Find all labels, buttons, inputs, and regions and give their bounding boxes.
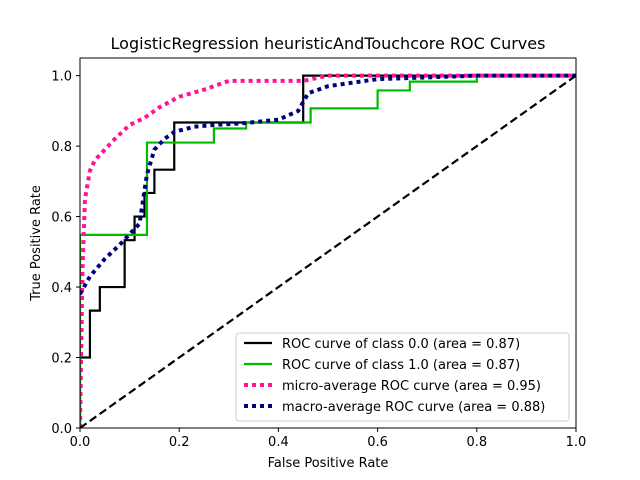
series-line-micro-average-roc-curve <box>80 73 576 428</box>
x-tick-label: 0.8 <box>466 435 487 450</box>
x-tick-label: 0.2 <box>169 435 190 450</box>
y-tick-label: 0.8 <box>51 140 72 155</box>
plot-lines <box>80 73 576 428</box>
chart-title: LogisticRegression heuristicAndTouchcore… <box>111 34 546 53</box>
chance-diagonal-line <box>80 74 576 428</box>
legend: ROC curve of class 0.0 (area = 0.87) ROC … <box>235 332 570 422</box>
plot-frame <box>79 57 577 429</box>
axis-ticks: 0.0 0.2 0.4 0.6 0.8 1.0 0.0 0.2 0.4 0.6 0.8 1.0 <box>51 70 586 450</box>
x-tick-label: 0.4 <box>268 435 289 450</box>
x-tick-label: 0.0 <box>70 435 91 450</box>
y-tick-label: 0.2 <box>51 352 72 367</box>
legend-label: micro-average ROC curve (area = 0.95) <box>282 379 541 394</box>
y-tick-label: 0.6 <box>51 211 72 226</box>
legend-label: macro-average ROC curve (area = 0.88) <box>282 400 545 415</box>
x-tick-label: 0.6 <box>367 435 388 450</box>
legend-box <box>235 332 570 422</box>
y-tick-label: 0.4 <box>51 281 72 296</box>
legend-label: ROC curve of class 1.0 (area = 0.87) <box>282 358 520 373</box>
y-tick-label: 1.0 <box>51 70 72 85</box>
series-line-roc-curve-of-class-0-0 <box>80 74 576 428</box>
series-line-roc-curve-of-class-1-0 <box>80 74 576 428</box>
legend-label: ROC curve of class 0.0 (area = 0.87) <box>282 337 520 352</box>
series-line-macro-average-roc-curve <box>80 73 576 296</box>
x-tick-label: 1.0 <box>566 435 587 450</box>
y-axis-label: True Positive Rate <box>29 185 44 302</box>
x-axis-label: False Positive Rate <box>268 456 389 471</box>
y-tick-label: 0.0 <box>51 422 72 437</box>
